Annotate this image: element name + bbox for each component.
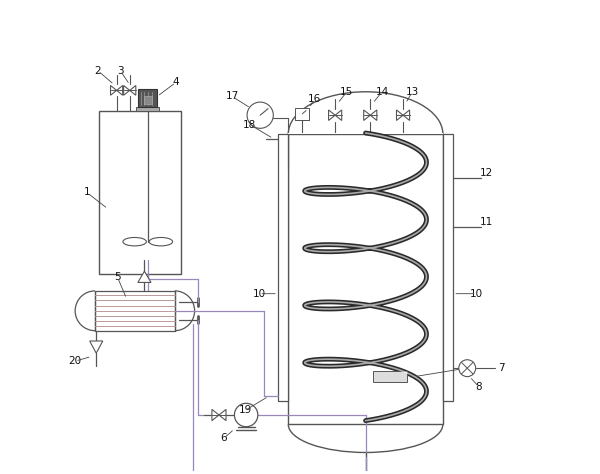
Text: 5: 5: [114, 272, 121, 282]
Circle shape: [235, 403, 258, 427]
Ellipse shape: [123, 237, 146, 246]
Polygon shape: [370, 110, 377, 120]
Bar: [98, 110, 181, 274]
Polygon shape: [329, 110, 335, 120]
Text: 10: 10: [253, 289, 266, 299]
Polygon shape: [212, 410, 219, 420]
Bar: [278, 134, 288, 401]
Text: 13: 13: [406, 87, 419, 97]
Bar: [144, 97, 152, 104]
Text: 12: 12: [479, 168, 493, 178]
Polygon shape: [116, 85, 122, 95]
Text: 10: 10: [470, 289, 483, 299]
Polygon shape: [335, 110, 341, 120]
Polygon shape: [124, 85, 130, 95]
Text: 4: 4: [173, 77, 179, 87]
Polygon shape: [89, 341, 103, 353]
Bar: [139, 89, 157, 107]
Polygon shape: [138, 271, 151, 283]
Circle shape: [459, 360, 476, 377]
Bar: [373, 371, 407, 382]
Polygon shape: [130, 85, 136, 95]
Text: 1: 1: [83, 188, 90, 198]
Bar: [288, 134, 443, 424]
Bar: [295, 108, 310, 120]
Text: 2: 2: [95, 66, 101, 76]
Ellipse shape: [149, 237, 173, 246]
Text: 11: 11: [479, 217, 493, 227]
Text: 6: 6: [220, 433, 227, 444]
Text: 14: 14: [376, 87, 389, 97]
Circle shape: [247, 102, 273, 128]
Text: 19: 19: [239, 405, 252, 415]
Polygon shape: [110, 85, 116, 95]
Text: 3: 3: [117, 66, 124, 76]
Polygon shape: [403, 110, 410, 120]
Text: 17: 17: [226, 91, 239, 101]
Text: 15: 15: [340, 87, 353, 97]
Text: 16: 16: [307, 94, 320, 104]
Bar: [443, 134, 453, 401]
Text: 8: 8: [476, 382, 482, 392]
Bar: [95, 291, 175, 331]
Text: 18: 18: [243, 119, 257, 129]
Text: 7: 7: [497, 363, 504, 373]
Polygon shape: [364, 110, 370, 120]
Polygon shape: [219, 410, 226, 420]
Text: 9: 9: [463, 363, 470, 373]
Polygon shape: [397, 110, 403, 120]
Text: 20: 20: [68, 356, 82, 366]
Bar: [136, 107, 160, 110]
